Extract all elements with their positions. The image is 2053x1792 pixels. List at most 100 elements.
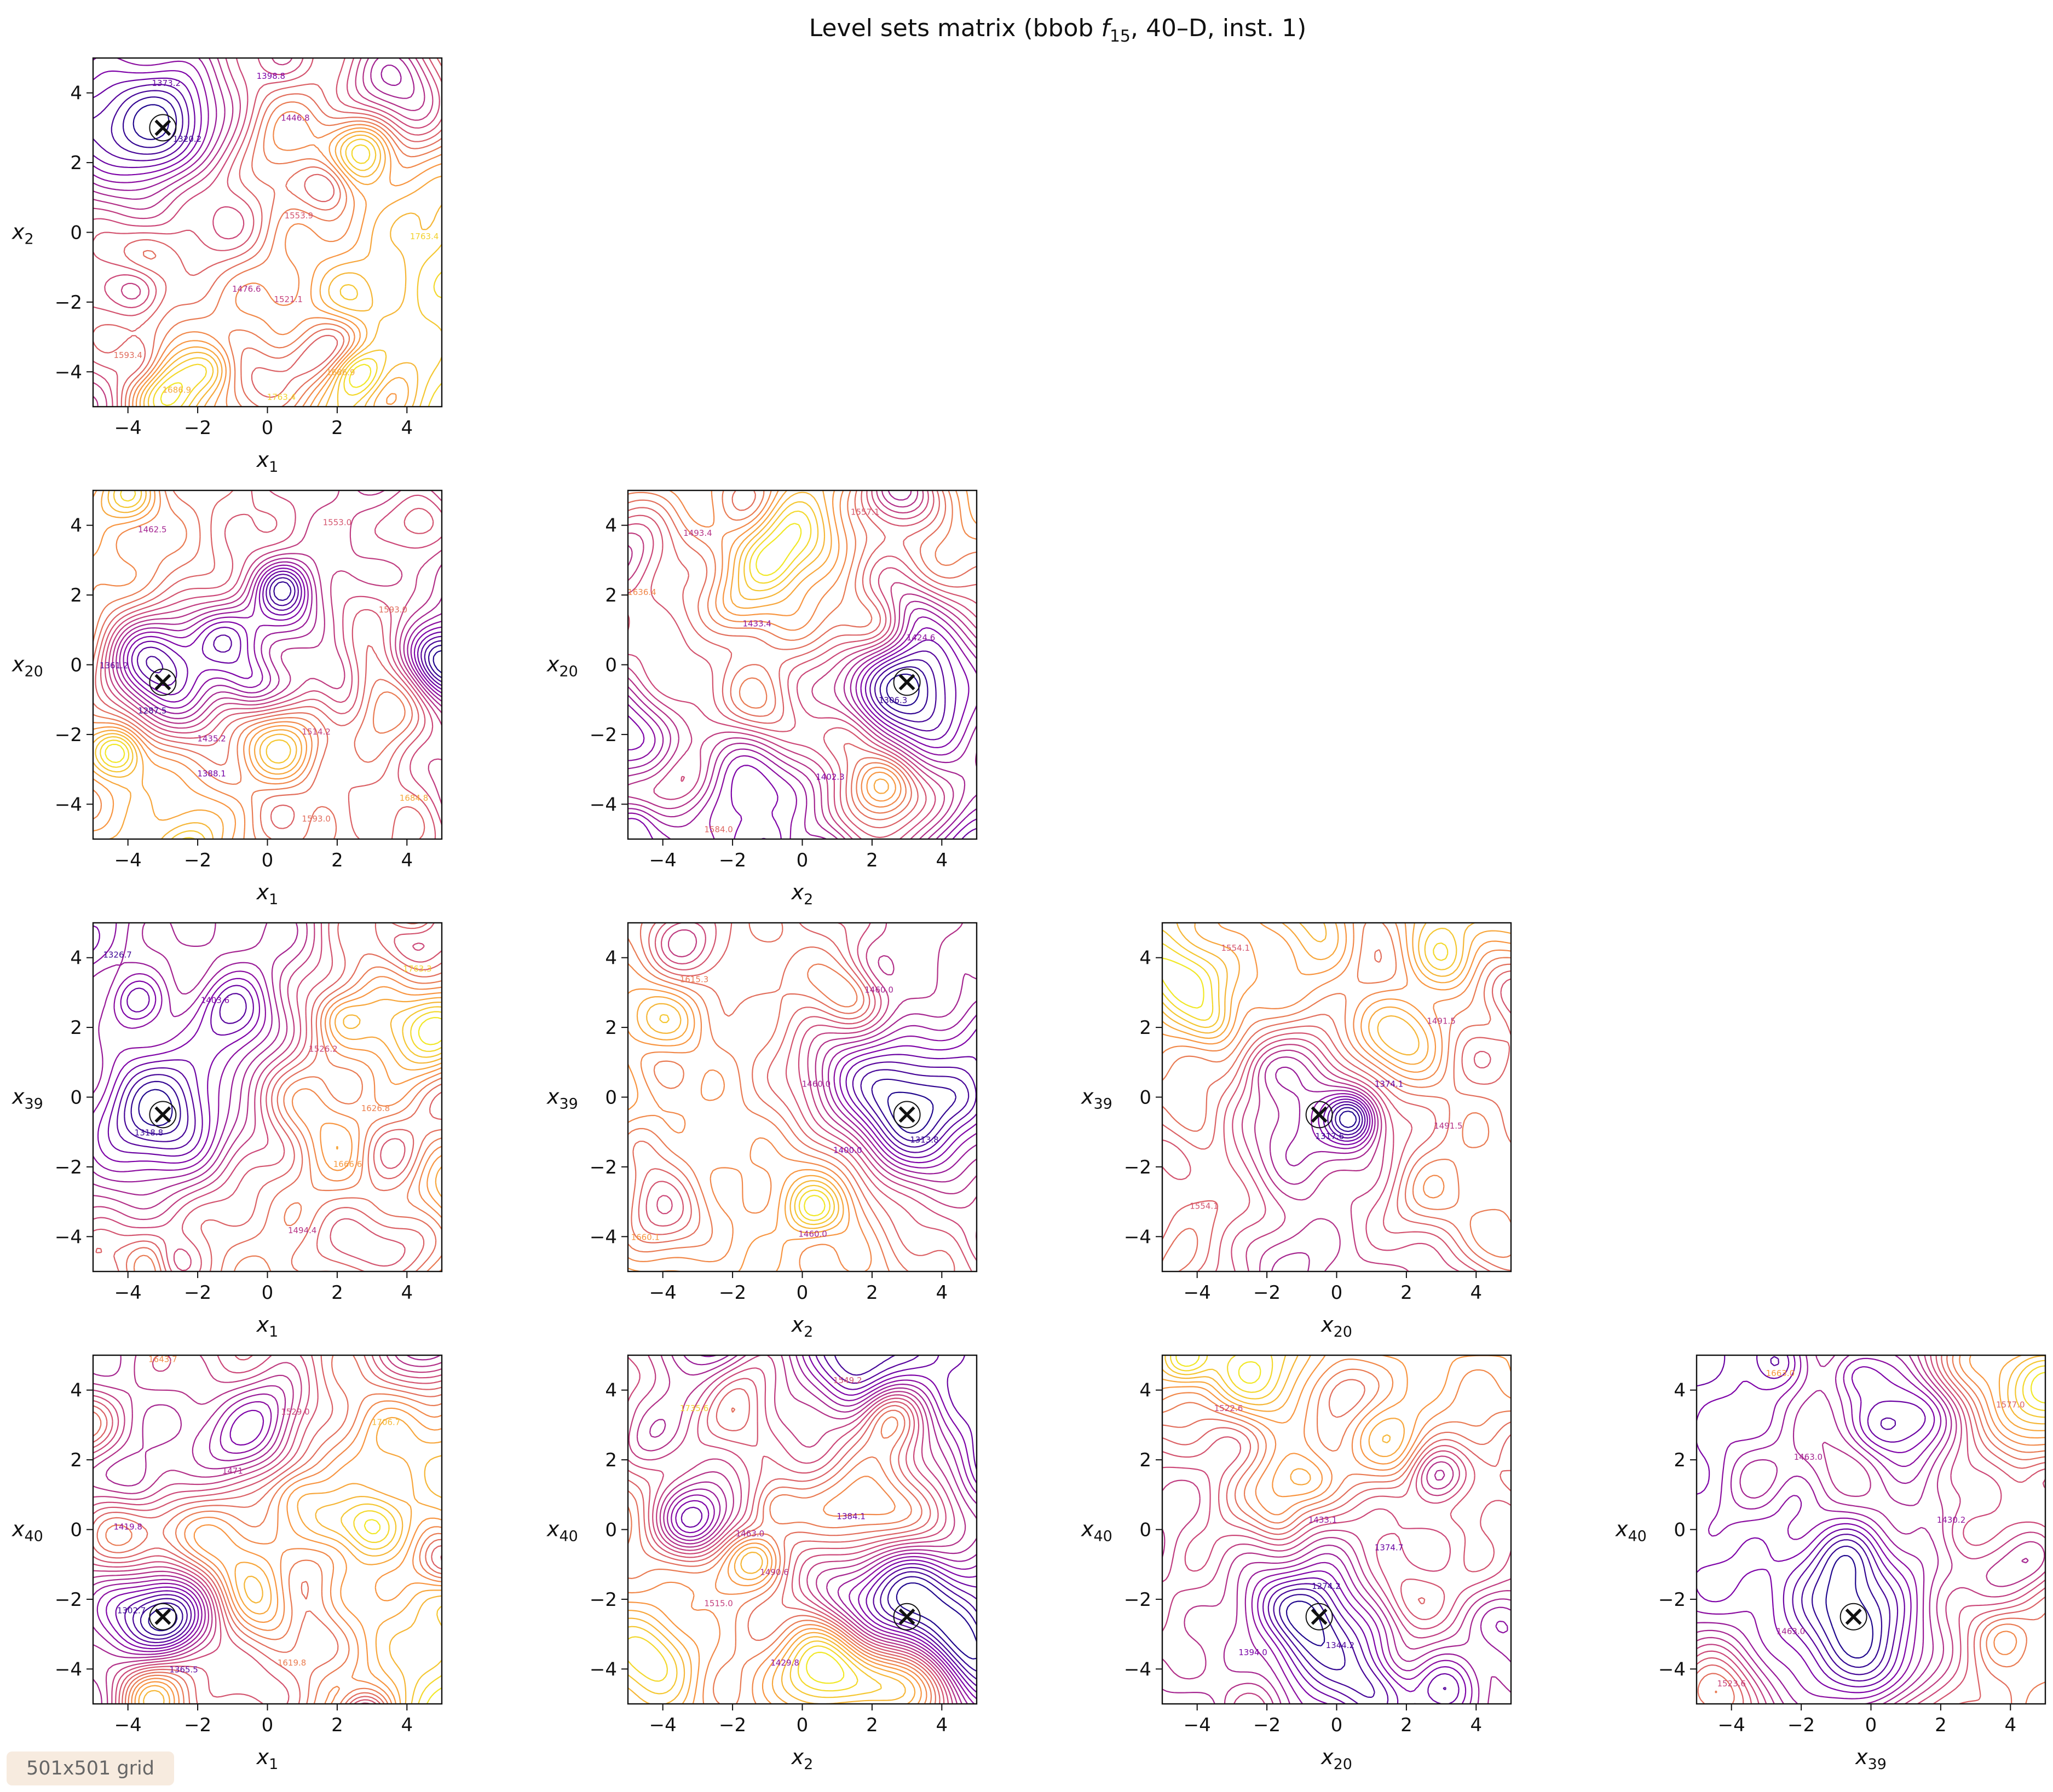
y-tick-label: 2 [1139,1017,1151,1039]
contour-level [106,1409,264,1650]
contour-level [628,490,977,820]
x-axis-label: x20 [1320,1745,1352,1773]
contour-level [93,923,298,1196]
contour-label: 1763.4 [267,392,296,402]
grid-size-badge: 501x501 grid [7,1751,174,1785]
contour-level [2015,1360,2045,1418]
contour-label: 1643.7 [148,1355,177,1365]
contour-level [1323,1099,1368,1142]
contour-level [2031,1372,2045,1404]
contour-level [116,557,442,719]
contour-level [1244,1553,1511,1704]
contour-level [95,490,291,839]
x-tick-label: −2 [1253,1714,1281,1736]
contour-label: 1463.0 [736,1529,765,1539]
x-tick-label: −4 [114,1714,142,1736]
contour-level [1170,1355,1273,1393]
x-tick-label: 0 [797,1714,809,1736]
y-tick-label: −2 [590,1157,617,1178]
x-tick-label: 0 [262,417,274,439]
contour-level [628,1547,916,1704]
contour-level [666,1355,977,1704]
contour-level [93,923,266,1172]
y-tick-label: 2 [1139,1449,1151,1471]
contour-level [1998,1355,2045,1431]
chart-title-prefix: Level sets matrix (bbob [809,14,1102,42]
y-tick-label: −4 [1658,1658,1686,1680]
subplot-x20-x40: 1274.2 1374.7 1344.2 1522.6 1394.0 1433.1 −4 −4… [1081,1354,1512,1773]
contour-lines [93,490,442,839]
contour-level [1697,1355,2045,1704]
contour-label: 1553.0 [323,518,352,528]
contour-level [93,923,273,1183]
x-tick-label: 0 [262,1714,274,1736]
contour-level [1257,1570,1467,1704]
contour-level [123,564,442,709]
optimum-marker [154,119,171,136]
y-tick-label: 4 [605,515,617,537]
contour-level [93,84,189,161]
contour-label: 1471 [222,1466,243,1476]
contour-label: 1763.4 [410,232,439,241]
x-axis-label: x1 [256,1745,279,1773]
subplot-x39-x40: 1577.0 1463.0 1430.2 1463.0 1663.0 1523.6 −4 −4… [1615,1354,2046,1773]
contour-level [93,1355,441,1704]
optimum-circle [149,1603,177,1631]
contour-level [432,650,442,674]
contour-level [874,659,937,722]
y-tick-label: 0 [1674,1519,1686,1541]
contour-label: 1515.0 [704,1599,733,1609]
contour-level [879,666,929,715]
y-tick-label: −4 [590,1658,617,1680]
subplot-x2-x39: 1400.0 1615.3 1460.0 1313.8 1660.1 1460.0 1460… [546,922,978,1340]
contour-label: 1365.5 [169,1665,198,1675]
contour-level [806,1651,845,1684]
contour-level [1162,923,1511,1199]
contour-level [821,973,977,1183]
contour-level [124,1074,189,1142]
contour-level [131,570,442,696]
contour-label: 1626.8 [361,1103,390,1113]
contour-level [645,923,972,1271]
contour-label: 1274.2 [1312,1581,1341,1591]
contour-level [1254,1049,1382,1271]
contour-level [804,1194,826,1217]
optimum-marker [154,674,171,691]
contour-label: 1593.0 [302,814,331,824]
contour-label: 1529.0 [281,1407,310,1417]
contour-level [93,923,308,1210]
y-tick-label: 2 [70,585,82,606]
y-axis-label: x39 [1081,1085,1112,1113]
contour-label: 1460.0 [864,985,893,995]
contour-label: 1553.9 [285,211,314,221]
contour-level [756,523,802,576]
contour-label: 1318.8 [135,1128,164,1138]
contour-level [628,963,872,1271]
contour-lines [628,1355,977,1704]
contour-level [1162,923,1511,1073]
y-tick-label: 4 [70,1380,82,1402]
contour-label: 1402.3 [816,772,845,782]
contour-level [291,976,442,1271]
y-tick-label: −2 [55,724,82,746]
y-axis-label: x40 [11,1517,43,1545]
contour-level [628,1626,882,1698]
x-tick-label: −2 [1253,1282,1281,1304]
contour-level [1162,1470,1511,1704]
chart-title-subscript: 15 [1110,27,1131,46]
y-tick-label: 0 [70,655,82,677]
contour-level [1959,1355,2045,1655]
contour-level [143,134,442,407]
contour-label: 1302.7 [117,1605,146,1615]
x-tick-label: 4 [401,1714,413,1736]
y-tick-label: 0 [605,1519,617,1541]
contour-level [93,925,261,1164]
contour-level [628,1476,927,1704]
x-tick-label: 2 [1935,1714,1947,1736]
contour-level [659,1014,835,1226]
x-tick-label: 4 [936,1714,948,1736]
contour-level [1175,1355,1261,1384]
x-tick-label: −4 [649,1282,677,1304]
contour-level [95,923,442,1271]
contour-level [1825,1554,1873,1659]
